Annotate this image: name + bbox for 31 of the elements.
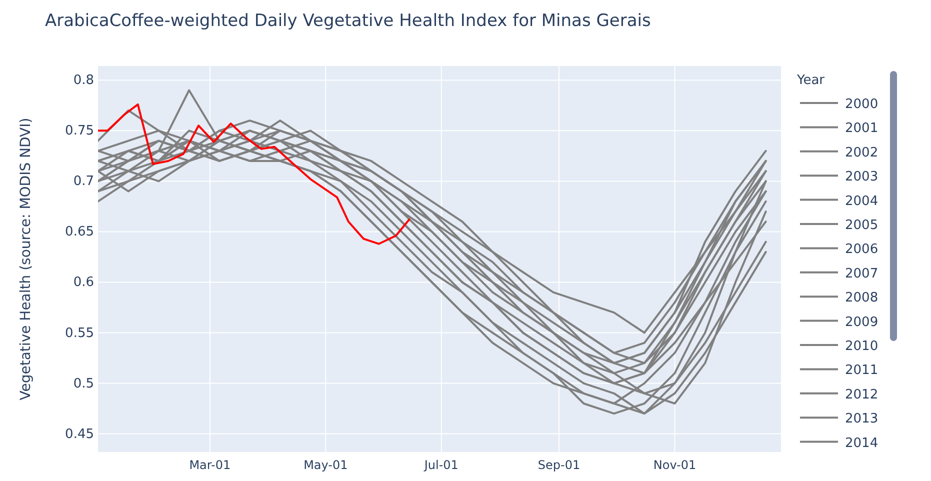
legend-label: 2013 bbox=[845, 412, 878, 427]
y-tick-label: 0.7 bbox=[73, 174, 94, 190]
legend-label: 2004 bbox=[845, 194, 878, 209]
legend-label: 2000 bbox=[845, 97, 878, 112]
legend-label: 2014 bbox=[845, 436, 878, 451]
legend-label: 2012 bbox=[845, 387, 878, 402]
legend-label: 2002 bbox=[845, 145, 878, 160]
x-tick-label: Jul-01 bbox=[423, 458, 458, 472]
x-tick-label: Nov-01 bbox=[653, 458, 696, 472]
x-tick-label: Sep-01 bbox=[538, 458, 580, 472]
legend-label: 2001 bbox=[845, 121, 878, 136]
legend-label: 2003 bbox=[845, 170, 878, 185]
legend-title: Year bbox=[796, 73, 826, 88]
y-axis-title: Vegetative Health (source: MODIS NDVI) bbox=[18, 118, 34, 400]
legend-label: 2009 bbox=[845, 314, 878, 330]
y-tick-label: 0.55 bbox=[65, 326, 94, 341]
legend-label: 2005 bbox=[845, 218, 878, 233]
chart-title: ArabicaCoffee-weighted Daily Vegetative Health Index for Minas Gerais bbox=[45, 11, 651, 31]
x-tick-label: Mar-01 bbox=[189, 458, 231, 472]
y-tick-label: 0.75 bbox=[65, 124, 94, 139]
legend-label: 2011 bbox=[845, 363, 878, 378]
y-tick-label: 0.65 bbox=[65, 224, 94, 240]
y-tick-label: 0.6 bbox=[73, 275, 94, 290]
x-tick-label: May-01 bbox=[304, 458, 348, 472]
legend-label: 2006 bbox=[845, 242, 878, 258]
y-tick-label: 0.5 bbox=[73, 376, 94, 392]
legend-label: 2010 bbox=[845, 339, 878, 354]
y-tick-label: 0.45 bbox=[65, 426, 94, 442]
legend-label: 2007 bbox=[845, 266, 878, 282]
legend-label: 2008 bbox=[845, 290, 878, 306]
y-tick-label: 0.8 bbox=[73, 73, 94, 88]
